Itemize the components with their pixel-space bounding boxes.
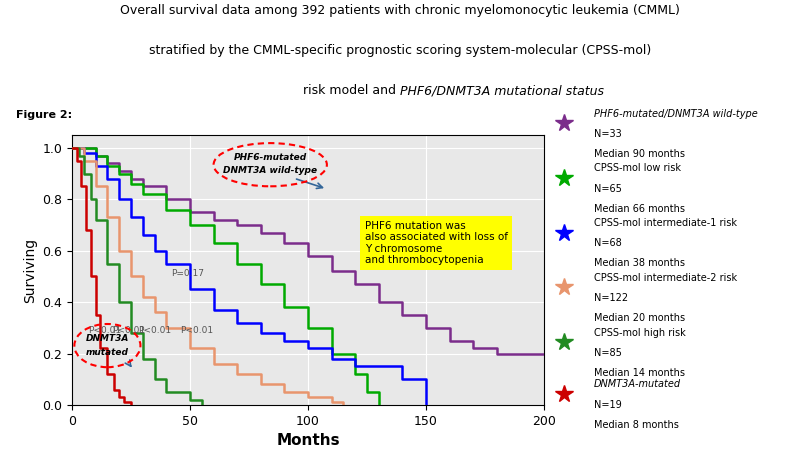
Text: P<0.01: P<0.01 <box>112 326 146 335</box>
Text: N=65: N=65 <box>594 184 622 194</box>
Text: Median 90 months: Median 90 months <box>594 149 685 159</box>
Text: DNMT3A-mutated: DNMT3A-mutated <box>594 379 682 389</box>
Text: Median 8 months: Median 8 months <box>594 420 679 430</box>
Text: PHF6-mutated/DNMT3A wild-type: PHF6-mutated/DNMT3A wild-type <box>594 109 758 119</box>
Text: CPSS-mol low risk: CPSS-mol low risk <box>594 163 681 173</box>
Y-axis label: Surviving: Surviving <box>22 238 37 302</box>
Text: N=85: N=85 <box>594 348 622 358</box>
Text: N=33: N=33 <box>594 129 622 139</box>
Text: Median 20 months: Median 20 months <box>594 313 686 323</box>
Text: Median 14 months: Median 14 months <box>594 368 685 378</box>
Text: PHF6-mutated: PHF6-mutated <box>234 153 307 162</box>
Text: CPSS-mol intermediate-1 risk: CPSS-mol intermediate-1 risk <box>594 218 737 228</box>
Text: N=68: N=68 <box>594 238 622 248</box>
Text: PHF6 mutation was
also associated with loss of
Y chromosome
and thrombocytopenia: PHF6 mutation was also associated with l… <box>365 220 508 266</box>
Text: Median 38 months: Median 38 months <box>594 258 685 269</box>
Text: N=122: N=122 <box>594 293 628 303</box>
Text: N=19: N=19 <box>594 400 622 410</box>
Text: P<0.01: P<0.01 <box>89 326 122 335</box>
Text: CPSS-mol intermediate-2 risk: CPSS-mol intermediate-2 risk <box>594 273 738 283</box>
Text: CPSS-mol high risk: CPSS-mol high risk <box>594 328 686 338</box>
Text: P<0.01: P<0.01 <box>181 326 214 335</box>
Text: P<0.01: P<0.01 <box>138 326 171 335</box>
Text: stratified by the CMML-specific prognostic scoring system-molecular (CPSS-mol): stratified by the CMML-specific prognost… <box>149 44 651 57</box>
X-axis label: Months: Months <box>276 433 340 448</box>
Text: Median 66 months: Median 66 months <box>594 204 685 214</box>
Text: mutated: mutated <box>86 348 129 357</box>
Text: risk model and: risk model and <box>303 85 400 97</box>
Text: Figure 2:: Figure 2: <box>16 110 72 120</box>
Text: DNMT3A wild-type: DNMT3A wild-type <box>223 166 318 175</box>
Text: DNMT3A: DNMT3A <box>86 334 129 343</box>
Text: PHF6/DNMT3A mutational status: PHF6/DNMT3A mutational status <box>400 85 604 97</box>
Text: Overall survival data among 392 patients with chronic myelomonocytic leukemia (C: Overall survival data among 392 patients… <box>120 4 680 17</box>
Text: P=0.17: P=0.17 <box>171 270 204 279</box>
